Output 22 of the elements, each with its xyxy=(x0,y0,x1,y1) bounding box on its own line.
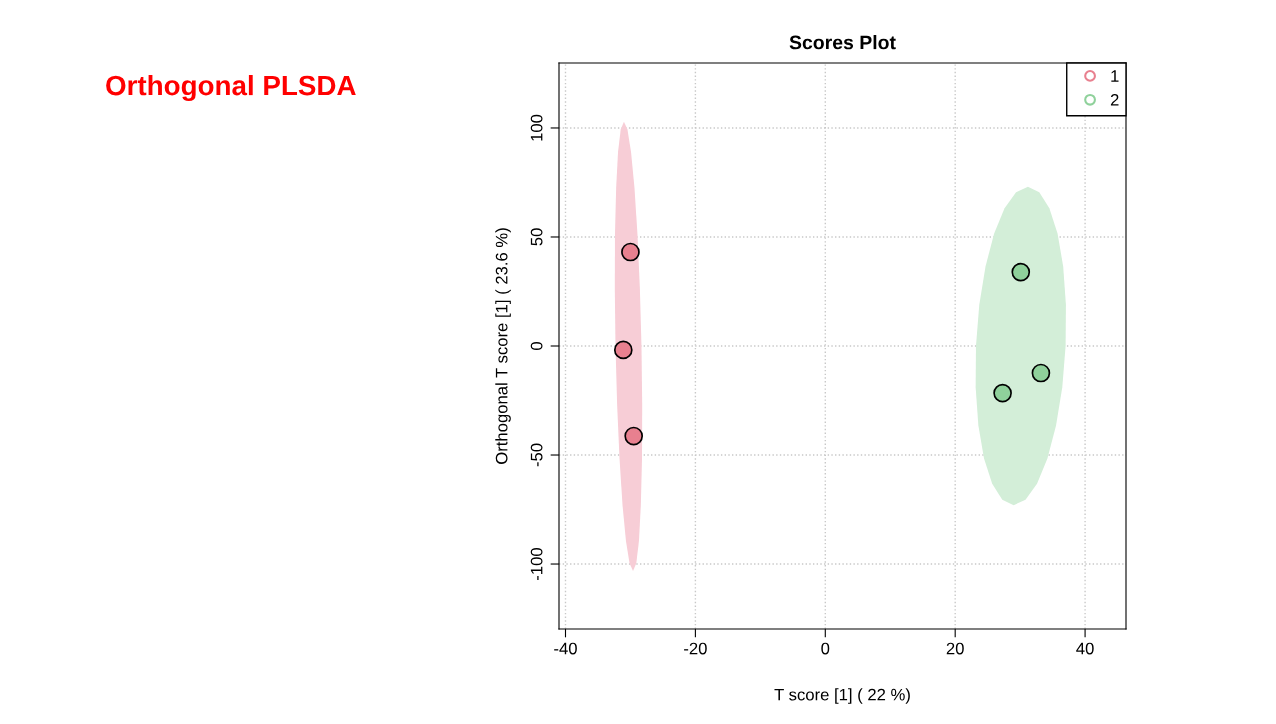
text: Orthogonal PLSDA xyxy=(106,74,356,102)
y-tick-label: 100 xyxy=(530,114,543,141)
y-axis-title: Orthogonal T score [1] ( 23.6 %) xyxy=(495,228,511,464)
point xyxy=(624,426,644,446)
point xyxy=(1011,262,1031,282)
x-axis-title: T score [1] ( 22 %) xyxy=(774,688,910,704)
y-tick-label: -100 xyxy=(530,548,543,580)
point xyxy=(613,340,633,360)
x-tick-label: 20 xyxy=(946,642,964,655)
x-tick-label: -20 xyxy=(684,642,707,655)
y-tick-label: 0 xyxy=(530,342,543,350)
point xyxy=(1031,363,1051,383)
x-tick-label: -40 xyxy=(554,642,577,655)
x-tick-label: 40 xyxy=(1076,642,1094,655)
y-tick-label: -50 xyxy=(530,443,543,467)
x-tick-label: 0 xyxy=(821,642,830,655)
point xyxy=(993,383,1012,403)
y-tick-label: 50 xyxy=(530,228,543,246)
legend-label: 1 xyxy=(1111,70,1119,82)
point xyxy=(621,242,640,262)
legend-label: 2 xyxy=(1110,93,1119,106)
chart-title: Scores Plot xyxy=(789,35,896,50)
